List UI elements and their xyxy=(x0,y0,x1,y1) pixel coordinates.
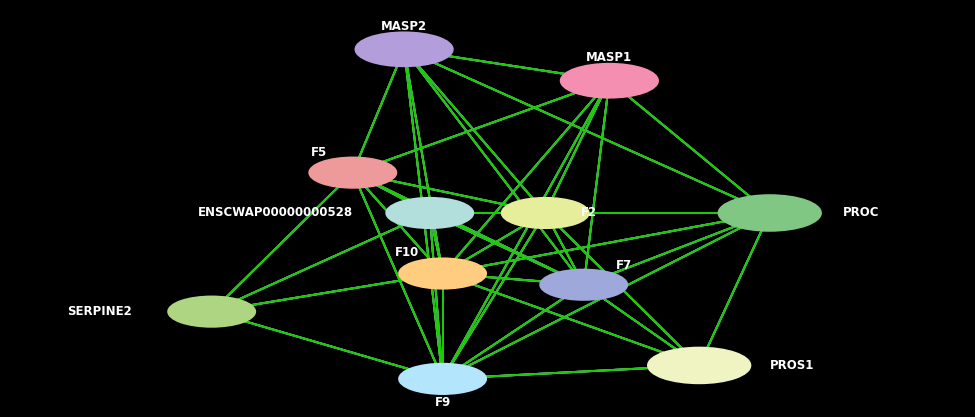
Text: PROS1: PROS1 xyxy=(769,359,814,372)
Text: PROC: PROC xyxy=(842,206,879,219)
Text: MASP2: MASP2 xyxy=(381,20,427,33)
Text: MASP1: MASP1 xyxy=(586,51,633,64)
Circle shape xyxy=(647,347,751,383)
Text: SERPINE2: SERPINE2 xyxy=(67,305,133,318)
Text: F9: F9 xyxy=(435,396,450,409)
Circle shape xyxy=(399,364,487,394)
Text: F10: F10 xyxy=(395,246,419,259)
Text: F7: F7 xyxy=(616,259,632,272)
Text: F5: F5 xyxy=(311,146,328,158)
Circle shape xyxy=(399,258,487,289)
Circle shape xyxy=(168,296,255,327)
Circle shape xyxy=(355,32,452,66)
Circle shape xyxy=(501,198,589,228)
Circle shape xyxy=(561,64,658,98)
Text: F2: F2 xyxy=(581,206,598,219)
Circle shape xyxy=(386,198,474,228)
Circle shape xyxy=(719,195,821,231)
Circle shape xyxy=(540,269,627,300)
Text: ENSCWAP00000000528: ENSCWAP00000000528 xyxy=(198,206,353,219)
Circle shape xyxy=(309,157,397,188)
